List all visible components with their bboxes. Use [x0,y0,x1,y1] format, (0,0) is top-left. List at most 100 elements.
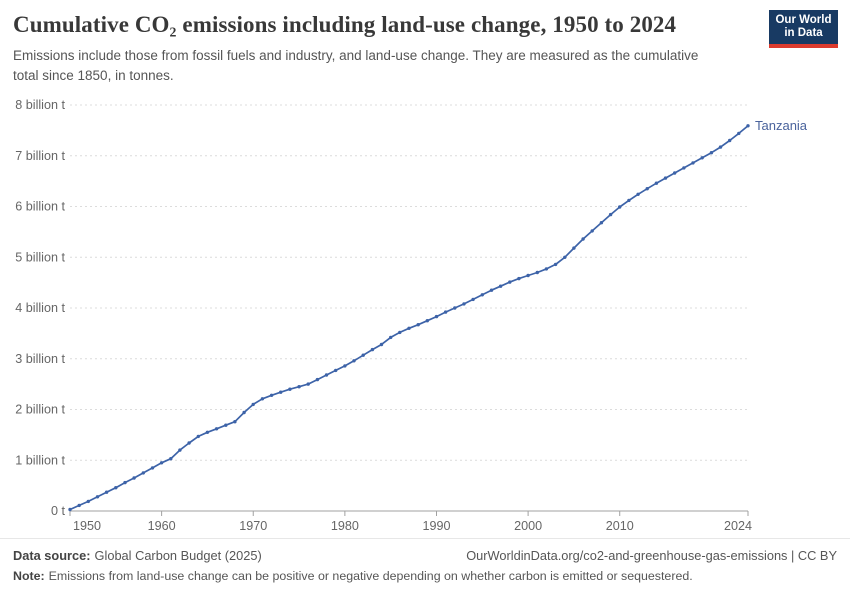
data-point [425,319,429,323]
data-point [196,434,200,439]
y-axis-tick-label: 2 billion t [15,403,65,417]
data-point [654,181,659,185]
data-point [489,288,494,292]
data-point [343,364,347,368]
page-title: Cumulative CO₂ emissions including land-… [13,12,677,37]
data-source-label: Data source: [13,548,91,563]
data-point [132,476,136,480]
chart-header: Cumulative CO₂ emissions including land-… [13,12,755,87]
y-axis-tick-label: 6 billion t [15,200,65,214]
data-point [150,466,155,470]
data-point [691,161,695,165]
note-text: Emissions from land-use change can be po… [48,569,693,583]
data-point [68,507,72,512]
x-axis-tick-label: 1980 [331,519,359,533]
data-point [288,387,292,391]
data-point [77,503,81,508]
data-point [334,368,338,373]
data-point [563,255,567,259]
data-point [590,229,594,233]
data-point [544,267,549,271]
data-line[interactable] [69,125,749,511]
data-point [86,499,91,504]
data-point [251,402,255,407]
data-point [187,441,191,445]
data-point [178,448,182,452]
x-axis-tick-label: 2000 [514,519,542,533]
y-axis-tick-label: 1 billion t [15,453,65,467]
data-point [398,330,402,335]
data-point [407,326,411,330]
data-point [682,166,686,170]
data-point [242,410,246,415]
data-point [205,430,210,434]
data-point [389,335,393,340]
data-point [581,237,585,241]
owid-logo-line1: Our World [775,13,832,26]
data-point [104,490,109,494]
data-point [498,284,503,288]
data-point [746,124,750,128]
note-label: Note: [13,569,45,583]
data-point [324,373,329,377]
data-point [379,342,384,347]
chart-subtitle: Emissions include those from fossil fuel… [13,48,699,84]
data-point [159,461,164,465]
data-point [141,471,145,475]
data-point [480,293,484,297]
footer-note: Note: Emissions from land-use change can … [13,569,837,583]
y-axis-tick-label: 5 billion t [15,250,65,264]
data-point [352,359,356,363]
y-axis-tick-label: 8 billion t [15,98,65,112]
data-point [718,145,723,149]
data-point [572,246,576,250]
data-source-text: Global Carbon Budget (2025) [94,548,262,563]
data-point [416,323,420,327]
data-point [361,353,365,357]
footer-source-row: Data source: Global Carbon Budget (2025) … [13,548,837,563]
data-point [462,302,466,306]
data-point [508,280,512,284]
data-point [608,212,613,217]
data-point [169,457,173,461]
x-axis-tick-label: 2024 [724,519,752,533]
series-label[interactable]: Tanzania [755,118,808,133]
data-point [618,205,622,209]
data-point [297,385,301,389]
data-point [224,423,228,427]
data-point [645,187,649,191]
data-point [233,420,237,424]
x-axis-tick-label: 1950 [73,519,101,533]
data-point [471,297,475,302]
data-point [453,306,457,310]
data-point [728,138,732,143]
owid-logo[interactable]: Our World in Data [769,10,838,48]
data-point [709,151,714,155]
data-point [279,390,283,394]
y-axis-tick-label: 3 billion t [15,352,65,366]
data-point [95,495,100,499]
line-chart[interactable]: 0 t 1 billion t 2 billion t 3 billion t 4 bi… [0,0,850,540]
data-point [443,310,448,314]
owid-logo-line2: in Data [784,27,823,39]
data-source: Data source: Global Carbon Budget (2025) [13,548,262,563]
data-point [737,131,741,136]
data-point [260,397,265,401]
data-point [627,198,631,203]
data-point [663,176,668,180]
data-point [599,221,604,225]
x-axis-tick-label: 2010 [606,519,634,533]
data-point [114,486,118,490]
y-axis-tick-label: 7 billion t [15,149,65,163]
data-point [306,382,310,386]
data-point [434,314,439,319]
x-axis-tick-label: 1960 [148,519,176,533]
data-point [123,480,127,485]
y-axis-tick-label: 4 billion t [15,301,65,315]
data-point [517,276,521,281]
data-point [535,270,539,275]
data-point [315,377,320,382]
data-point [553,262,558,267]
owid-url-link[interactable]: OurWorldinData.org/co2-and-greenhouse-ga… [466,548,837,563]
